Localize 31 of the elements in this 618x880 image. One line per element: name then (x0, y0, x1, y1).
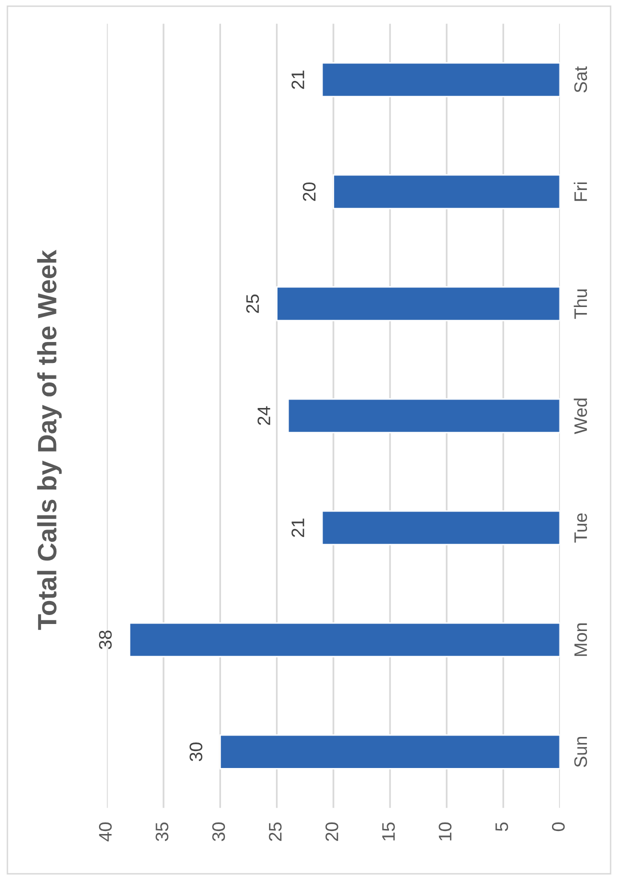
text: Total Calls by Day of the Week (37, 250, 62, 630)
data-label: 21 (292, 70, 304, 89)
y-tick-label: Tue (574, 513, 588, 543)
x-tick-label: 0 (552, 822, 565, 832)
bar (321, 62, 560, 98)
x-tick-label: 10 (438, 822, 452, 840)
bar (321, 510, 560, 546)
x-tick-label: 30 (212, 822, 226, 842)
x-tick-label: 5 (496, 822, 508, 832)
bar (287, 398, 560, 434)
x-tick-label: 35 (156, 822, 168, 842)
bar (332, 174, 560, 210)
data-label: 38 (98, 630, 112, 650)
y-tick-label: Fri (574, 182, 587, 201)
data-label: 20 (302, 182, 316, 201)
x-tick-label: 25 (268, 822, 282, 841)
y-tick-label: Wed (574, 398, 588, 434)
data-label: 24 (258, 406, 270, 425)
y-tick-label: Sat (574, 66, 588, 92)
data-label: 30 (190, 742, 202, 762)
bar (219, 734, 560, 770)
bar (276, 286, 560, 322)
y-tick-label: Mon (574, 623, 588, 656)
data-label: 21 (292, 518, 304, 537)
x-tick-label: 40 (98, 822, 112, 842)
data-label: 25 (246, 294, 259, 313)
x-tick-label: 15 (382, 822, 395, 840)
y-tick-label: Thu (574, 289, 588, 319)
y-tick-label: Sun (574, 736, 588, 768)
x-tick-label: 20 (325, 822, 338, 841)
bar (128, 622, 560, 658)
